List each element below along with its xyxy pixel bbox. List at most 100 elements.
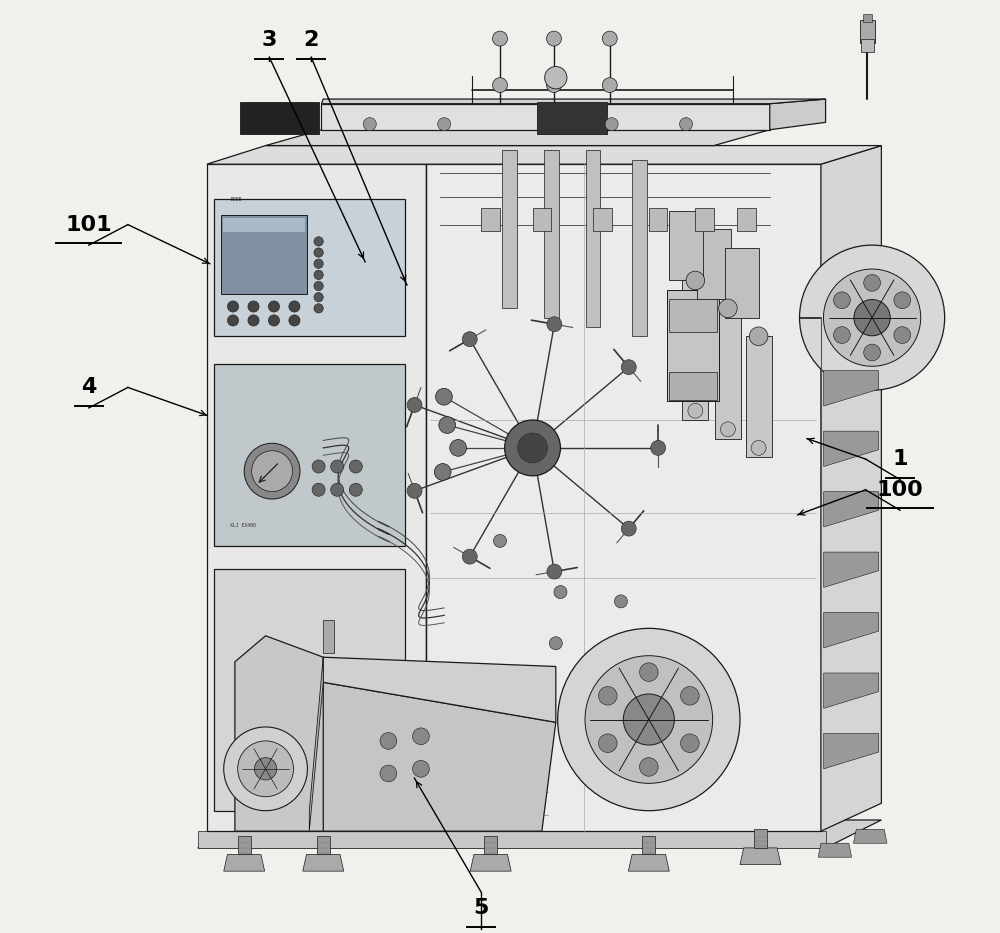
Bar <box>695 208 714 231</box>
Bar <box>725 248 759 317</box>
Circle shape <box>623 694 674 745</box>
Bar <box>642 836 655 855</box>
Circle shape <box>349 460 362 473</box>
Polygon shape <box>740 848 781 865</box>
Circle shape <box>227 314 239 326</box>
Circle shape <box>518 433 547 463</box>
Polygon shape <box>824 613 879 648</box>
Circle shape <box>413 760 429 777</box>
Bar <box>323 620 334 652</box>
Circle shape <box>834 292 850 309</box>
Circle shape <box>252 451 293 492</box>
Polygon shape <box>321 104 770 130</box>
Circle shape <box>314 304 323 313</box>
Circle shape <box>314 259 323 269</box>
Circle shape <box>602 31 617 46</box>
Text: XLJ EX400: XLJ EX400 <box>230 523 256 528</box>
Circle shape <box>688 403 703 418</box>
Circle shape <box>493 31 507 46</box>
Circle shape <box>407 483 422 498</box>
Polygon shape <box>824 492 879 527</box>
Circle shape <box>547 31 561 46</box>
Circle shape <box>554 586 567 599</box>
Polygon shape <box>321 99 826 104</box>
Polygon shape <box>266 130 770 146</box>
Circle shape <box>602 77 617 92</box>
Circle shape <box>834 327 850 343</box>
Polygon shape <box>309 657 323 831</box>
Bar <box>484 836 497 855</box>
Circle shape <box>268 314 280 326</box>
Bar <box>240 102 319 134</box>
Text: 1: 1 <box>892 449 908 469</box>
Circle shape <box>749 327 768 345</box>
Bar <box>537 102 607 134</box>
Circle shape <box>248 314 259 326</box>
Circle shape <box>894 292 911 309</box>
Polygon shape <box>824 673 879 708</box>
Bar <box>533 208 551 231</box>
Circle shape <box>547 77 561 92</box>
Circle shape <box>380 765 397 782</box>
Polygon shape <box>235 635 323 831</box>
Polygon shape <box>824 370 879 406</box>
Circle shape <box>434 464 451 480</box>
Polygon shape <box>303 855 344 871</box>
Polygon shape <box>323 657 556 722</box>
Bar <box>481 208 500 231</box>
Bar <box>861 38 874 51</box>
Circle shape <box>751 440 766 455</box>
Polygon shape <box>207 164 426 831</box>
Bar <box>669 299 717 331</box>
Circle shape <box>605 118 618 131</box>
Circle shape <box>314 248 323 258</box>
Bar <box>669 211 703 281</box>
Circle shape <box>438 118 451 131</box>
Circle shape <box>720 422 735 437</box>
Circle shape <box>248 301 259 312</box>
Circle shape <box>681 734 699 753</box>
Circle shape <box>854 299 890 336</box>
Bar <box>669 371 717 399</box>
Circle shape <box>719 299 737 317</box>
Polygon shape <box>770 99 826 130</box>
Circle shape <box>289 314 300 326</box>
Circle shape <box>800 245 945 390</box>
Polygon shape <box>821 146 881 831</box>
Bar <box>667 290 719 401</box>
Circle shape <box>823 269 921 367</box>
Circle shape <box>407 397 422 412</box>
Text: BODE: BODE <box>230 198 242 202</box>
Circle shape <box>224 727 307 811</box>
Polygon shape <box>853 829 887 843</box>
Bar <box>544 150 559 317</box>
Circle shape <box>227 301 239 312</box>
Circle shape <box>493 535 507 548</box>
Polygon shape <box>309 682 556 831</box>
Circle shape <box>314 237 323 246</box>
Polygon shape <box>224 855 265 871</box>
Text: 101: 101 <box>66 215 112 234</box>
Circle shape <box>545 66 567 89</box>
Polygon shape <box>824 552 879 588</box>
Circle shape <box>413 728 429 745</box>
Bar <box>746 336 772 457</box>
Circle shape <box>621 360 636 375</box>
Bar <box>697 230 731 299</box>
Circle shape <box>585 656 713 784</box>
Circle shape <box>331 483 344 496</box>
Polygon shape <box>426 164 821 831</box>
Bar <box>221 216 307 295</box>
Polygon shape <box>470 855 511 871</box>
Circle shape <box>363 118 376 131</box>
Circle shape <box>462 332 477 346</box>
Bar <box>586 150 600 327</box>
Circle shape <box>314 293 323 302</box>
Circle shape <box>314 282 323 291</box>
Polygon shape <box>207 146 881 164</box>
Circle shape <box>894 327 911 343</box>
Text: 2: 2 <box>303 31 319 50</box>
Circle shape <box>268 301 280 312</box>
Circle shape <box>312 483 325 496</box>
Circle shape <box>640 758 658 776</box>
